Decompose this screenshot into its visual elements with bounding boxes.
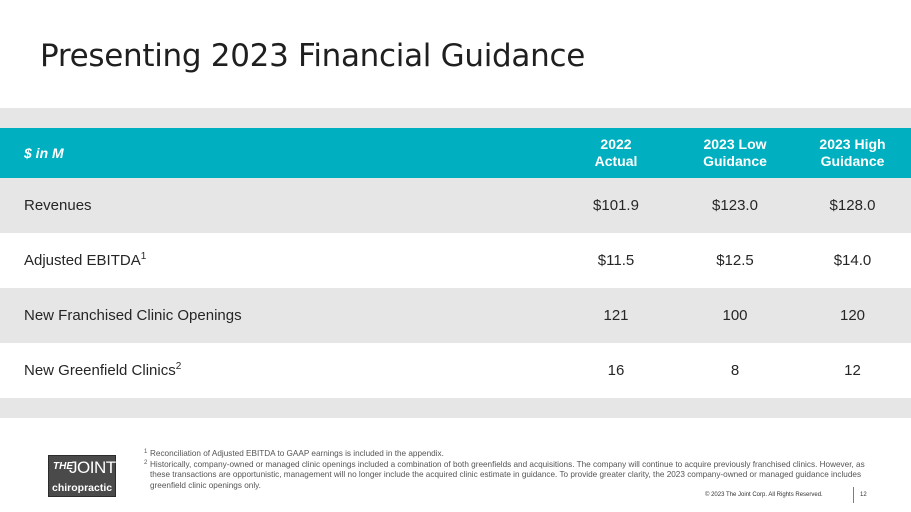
header-line: 2022 bbox=[600, 136, 632, 152]
row-label-text: New Franchised Clinic Openings bbox=[24, 307, 242, 324]
the-joint-logo: THE JOINT chiropractic bbox=[48, 455, 116, 497]
row-label-text: Adjusted EBITDA bbox=[24, 252, 141, 269]
header-2023-high-guidance: 2023 High Guidance bbox=[794, 128, 911, 178]
row-label: Revenues bbox=[0, 178, 556, 233]
row-label: New Franchised Clinic Openings bbox=[0, 288, 556, 343]
header-line: Actual bbox=[594, 153, 638, 169]
footnote-text: Historically, company-owned or managed c… bbox=[150, 459, 865, 490]
footnotes: 1 Reconciliation of Adjusted EBITDA to G… bbox=[144, 449, 874, 491]
cell-2023-high: 120 bbox=[839, 307, 866, 324]
cell-2023-high: 12 bbox=[844, 362, 861, 379]
table-row: New Greenfield Clinics2 16 8 12 bbox=[0, 343, 911, 398]
header-line: 2023 High bbox=[819, 136, 886, 152]
row-label-text: Revenues bbox=[24, 197, 92, 214]
logo-chiropractic-text: chiropractic bbox=[52, 482, 113, 494]
header-units-label: $ in M bbox=[24, 144, 64, 161]
table-row: Adjusted EBITDA1 $11.5 $12.5 $14.0 bbox=[0, 233, 911, 288]
table-background-band bbox=[0, 108, 911, 418]
table-header-row: $ in M 2022 Actual 2023 Low Guidance 202… bbox=[0, 128, 911, 178]
header-line: 2023 Low bbox=[703, 136, 767, 152]
footnote-1: 1 Reconciliation of Adjusted EBITDA to G… bbox=[144, 449, 874, 460]
footnote-text: Reconciliation of Adjusted EBITDA to GAA… bbox=[150, 449, 444, 458]
row-label: Adjusted EBITDA1 bbox=[0, 233, 556, 288]
cell-2023-low: 8 bbox=[730, 362, 740, 379]
table-row: Revenues $101.9 $123.0 $128.0 bbox=[0, 178, 911, 233]
guidance-table: $ in M 2022 Actual 2023 Low Guidance 202… bbox=[0, 128, 911, 398]
header-line: Guidance bbox=[820, 153, 885, 169]
footnote-marker: 2 bbox=[175, 361, 182, 372]
page-title: Presenting 2023 Financial Guidance bbox=[40, 38, 585, 74]
cell-2023-high: $14.0 bbox=[833, 252, 872, 269]
footnote-marker: 1 bbox=[140, 251, 147, 262]
header-2022-actual: 2022 Actual bbox=[556, 128, 676, 178]
cell-2022-actual: 16 bbox=[607, 362, 625, 379]
header-line: Guidance bbox=[703, 153, 767, 169]
logo-the-text: THE bbox=[53, 461, 73, 472]
cell-2023-low: $123.0 bbox=[712, 197, 758, 214]
cell-2022-actual: 121 bbox=[603, 307, 629, 324]
copyright-notice: © 2023 The Joint Corp. All Rights Reserv… bbox=[705, 492, 823, 498]
cell-2022-actual: $101.9 bbox=[593, 197, 639, 214]
cell-2023-low: 100 bbox=[722, 307, 748, 324]
page-number-divider bbox=[853, 487, 854, 503]
guidance-table-container: $ in M 2022 Actual 2023 Low Guidance 202… bbox=[0, 128, 911, 398]
row-label: New Greenfield Clinics2 bbox=[0, 343, 556, 398]
footnote-number: 1 bbox=[144, 449, 148, 455]
row-label-text: New Greenfield Clinics bbox=[24, 362, 176, 379]
footnote-2: 2 Historically, company-owned or managed… bbox=[144, 460, 874, 492]
footnote-number: 2 bbox=[144, 459, 148, 466]
logo-joint-text: JOINT bbox=[69, 458, 116, 477]
cell-2023-low: $12.5 bbox=[716, 252, 754, 269]
table-row: New Franchised Clinic Openings 121 100 1… bbox=[0, 288, 911, 343]
header-2023-low-guidance: 2023 Low Guidance bbox=[676, 128, 794, 178]
cell-2023-high: $128.0 bbox=[829, 197, 876, 214]
cell-2022-actual: $11.5 bbox=[597, 252, 635, 269]
page-number: 12 bbox=[860, 492, 867, 498]
